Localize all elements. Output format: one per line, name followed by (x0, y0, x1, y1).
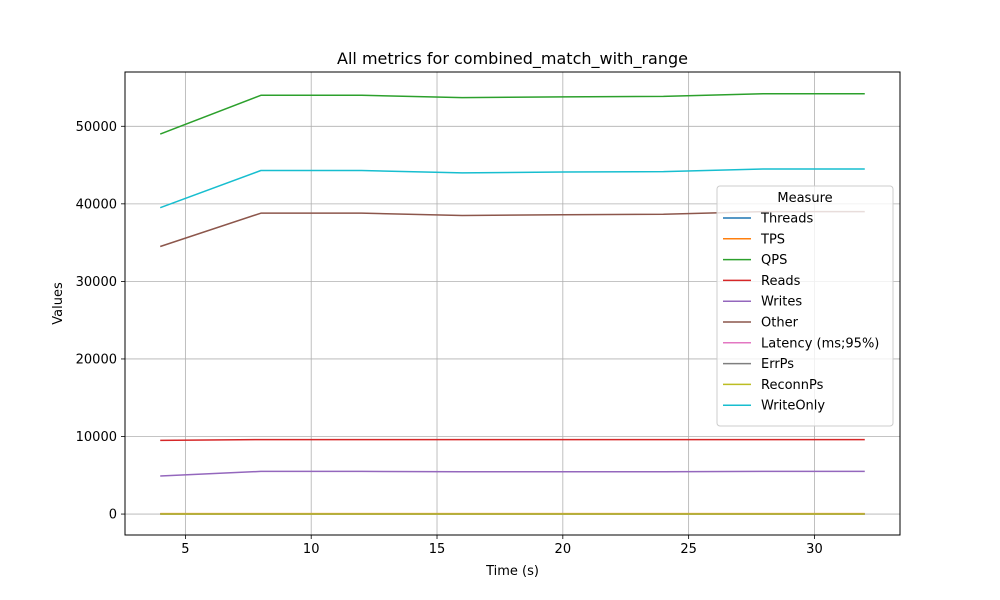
x-tick-label: 5 (181, 542, 189, 557)
legend-entry: TPS (760, 232, 785, 247)
legend-entry: Writes (761, 295, 802, 310)
legend-entry: ReconnPs (761, 378, 824, 393)
x-tick-label: 15 (429, 542, 446, 557)
x-tick-label: 20 (555, 542, 572, 557)
x-axis-label: Time (s) (485, 564, 539, 579)
y-tick-label: 20000 (76, 352, 117, 367)
y-tick-label: 0 (109, 508, 117, 523)
x-tick-label: 10 (303, 542, 320, 557)
legend-entry: ErrPs (761, 357, 794, 372)
x-tick-label: 30 (806, 542, 823, 557)
chart-title: All metrics for combined_match_with_rang… (337, 49, 688, 69)
legend-entry: Reads (761, 274, 801, 289)
series-line-writes (160, 470, 865, 477)
axis-ticks: 5 10 15 20 25 30 0 10000 20000 30000 40000 50000 (76, 120, 823, 557)
plot-frame (124, 71, 901, 536)
series-lines (159, 92, 865, 515)
y-tick-label: 40000 (76, 197, 117, 212)
legend-entry: Other (761, 316, 799, 331)
series-line-reads (160, 438, 865, 442)
legend-title: Measure (777, 191, 832, 206)
legend-entry: QPS (761, 253, 787, 268)
legend-box (716, 185, 894, 427)
y-tick-label: 10000 (76, 430, 117, 445)
legend-entry: WriteOnly (761, 399, 825, 414)
x-tick-label: 25 (680, 542, 697, 557)
legend: Measure Threads TPS QPS Reads Writes Other Late… (716, 185, 894, 427)
y-axis-label: Values (51, 282, 66, 325)
y-tick-label: 50000 (76, 120, 117, 135)
series-line-writeonly (159, 168, 865, 209)
legend-entry: Threads (760, 212, 813, 227)
y-tick-label: 30000 (76, 275, 117, 290)
legend-entry: Latency (ms;95%) (761, 336, 879, 351)
series-line-qps (159, 92, 865, 135)
